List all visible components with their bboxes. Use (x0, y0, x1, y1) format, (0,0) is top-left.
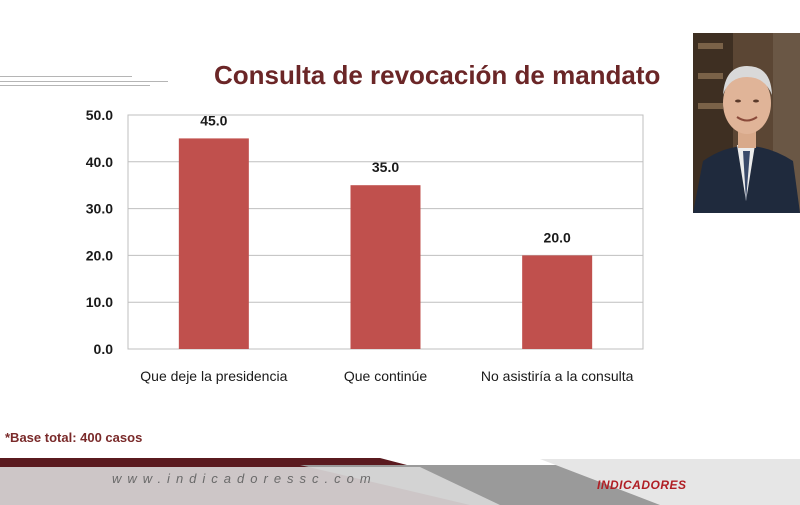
chart-title: Consulta de revocación de mandato (214, 60, 661, 90)
category-labels: Que deje la presidencia Que continúe No as… (140, 368, 633, 384)
y-tick-label: 0.0 (94, 341, 114, 357)
bar-chart: 0.0 10.0 20.0 30.0 40.0 50.0 45.0 35.0 20.0 Que… (86, 107, 644, 384)
bar (522, 255, 593, 349)
data-label: 20.0 (544, 229, 571, 245)
footer-band (0, 458, 800, 505)
y-tick-label: 20.0 (86, 247, 113, 263)
decorative-lines (0, 76, 168, 90)
bars (178, 138, 593, 349)
data-label: 35.0 (372, 159, 399, 175)
y-tick-label: 10.0 (86, 294, 113, 310)
category-label: Que continúe (344, 368, 427, 384)
footer-url: www.indicadoressc.com (112, 471, 377, 486)
y-tick-label: 30.0 (86, 201, 113, 217)
footnote: *Base total: 400 casos (5, 430, 143, 445)
y-tick-label: 40.0 (86, 154, 113, 170)
data-labels: 45.0 35.0 20.0 (200, 112, 571, 245)
y-tick-label: 50.0 (86, 107, 113, 123)
portrait-photo (693, 33, 800, 213)
data-label: 45.0 (200, 112, 227, 128)
y-axis-ticks: 0.0 10.0 20.0 30.0 40.0 50.0 (86, 107, 113, 357)
category-label: No asistiría a la consulta (481, 368, 634, 384)
category-label: Que deje la presidencia (140, 368, 287, 384)
bar (350, 185, 421, 349)
bar (178, 138, 249, 349)
brand-logo: INDICADORES (597, 478, 687, 492)
